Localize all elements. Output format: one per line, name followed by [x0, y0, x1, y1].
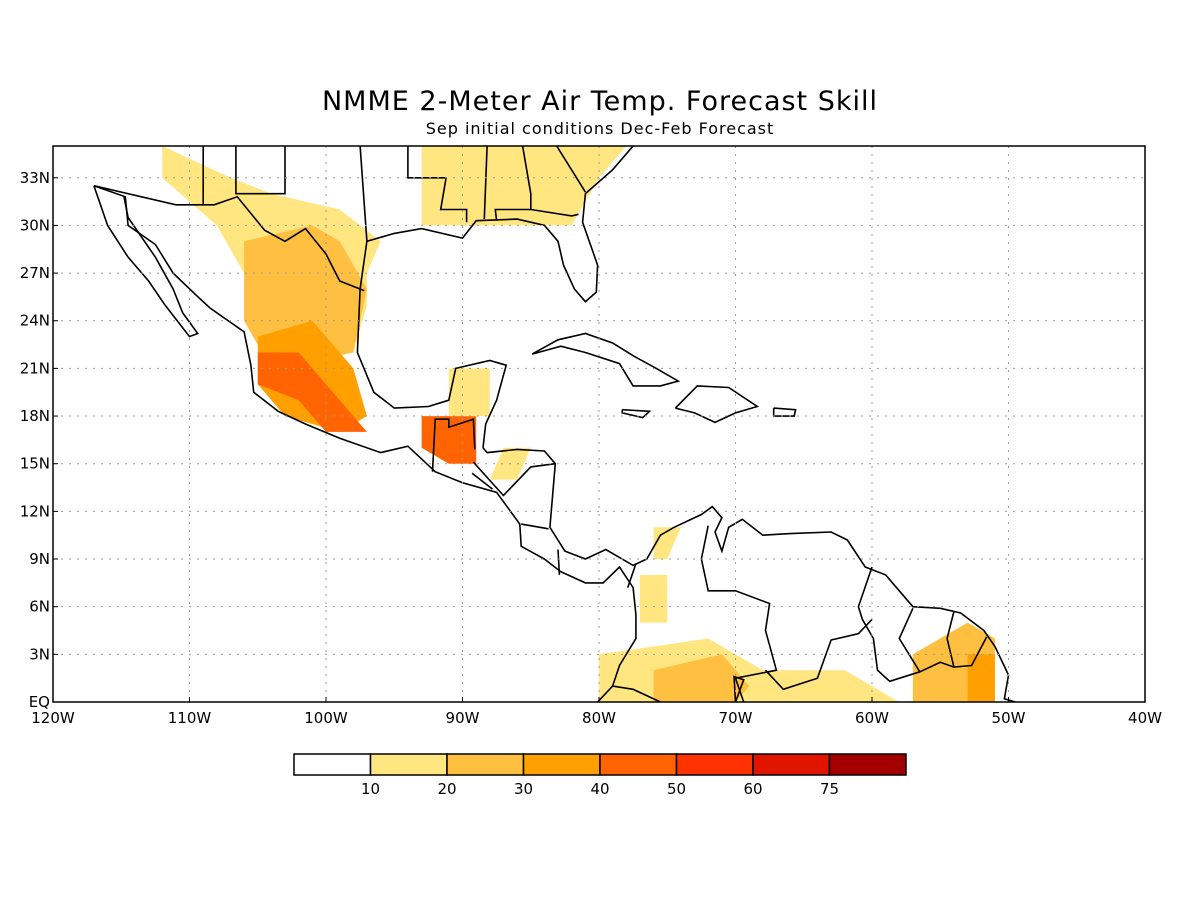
coastline-venezuela-guyana: [857, 566, 921, 683]
coastline-suriname-fg: [946, 611, 955, 668]
lon-tick-label: 90W: [446, 709, 480, 727]
coastline-us-states-4: [483, 146, 488, 220]
lat-tick-label: 9N: [29, 550, 50, 568]
color-legend: 10 20 30 40 50 60 75: [293, 753, 907, 798]
lat-tick-label: 24N: [20, 312, 50, 330]
coastline-us-states-6: [530, 208, 579, 217]
legend-swatch: [369, 753, 448, 776]
lat-tick-label: 30N: [20, 216, 50, 234]
map-subtitle: Sep initial conditions Dec-Feb Forecast: [425, 119, 775, 138]
coastline-guyana-suriname: [898, 607, 988, 673]
lon-tick-label: 50W: [992, 709, 1026, 727]
coastline-caribbean-central: [482, 447, 1016, 702]
coastline-central-america-3: [472, 461, 556, 497]
coastlines: [93, 146, 1016, 702]
coastline-central-america-2: [471, 472, 493, 490]
legend-swatch: [446, 753, 525, 776]
legend-swatch: [599, 753, 678, 776]
lat-tick-label: EQ: [29, 693, 50, 711]
latitude-labels: 33N 30N 27N 24N 21N 18N 15N 12N 9N 6N 3N EQ: [20, 169, 58, 711]
lat-tick-label: 33N: [20, 169, 50, 187]
coastline-amazon-border: [733, 675, 745, 702]
skill-region-southern-mexico: [257, 352, 367, 432]
lat-tick-label: 18N: [20, 407, 50, 425]
lat-tick-label: 27N: [20, 264, 50, 282]
coastline-mexico-gulf: [356, 241, 508, 448]
lon-tick-label: 120W: [31, 709, 75, 727]
lon-tick-label: 70W: [719, 709, 753, 727]
lat-tick-label: 21N: [20, 359, 50, 377]
gridlines: [53, 146, 1145, 702]
lon-tick-label: 100W: [304, 709, 348, 727]
lat-tick-label: 12N: [20, 502, 50, 520]
legend-label: 10: [361, 780, 380, 798]
skill-region-amapa: [967, 654, 995, 702]
map-title: NMME 2-Meter Air Temp. Forecast Skill: [321, 86, 879, 117]
coastline-gulf-coast: [359, 146, 634, 303]
legend-label: 40: [590, 780, 609, 798]
lon-tick-label: 110W: [168, 709, 212, 727]
coastline-colombia-ecuador: [612, 685, 661, 702]
lat-tick-label: 6N: [29, 598, 50, 616]
lon-tick-label: 60W: [855, 709, 889, 727]
coastline-baja: [93, 185, 199, 338]
coastline-panama-colombia: [626, 563, 637, 588]
legend-swatch: [293, 753, 372, 776]
lat-tick-label: 15N: [20, 455, 50, 473]
legend-label: 75: [820, 780, 839, 798]
skill-region-colombia-west: [639, 574, 668, 623]
coastline-colombia-venezuela: [700, 525, 778, 702]
coastline-jamaica: [621, 408, 652, 419]
coastline-us-states-7: [556, 146, 587, 193]
longitude-labels: 120W 110W 100W 90W 80W 70W 60W 50W 40W: [31, 697, 1162, 727]
coastline-central-america-1: [431, 418, 476, 472]
coastline-us-states-1: [235, 146, 286, 195]
coastline-cuba: [531, 332, 681, 387]
lat-tick-label: 3N: [29, 645, 50, 663]
coastline-us-border: [93, 184, 365, 292]
coastline-pacific-coast: [93, 184, 637, 702]
skill-shading: [162, 146, 995, 702]
coastline-puerto-rico: [772, 407, 797, 417]
coastline-brazil-venezuela: [764, 618, 873, 691]
coastline-hispaniola: [674, 385, 760, 424]
lon-tick-label: 40W: [1128, 709, 1162, 727]
legend-swatch: [752, 753, 831, 776]
skill-region-yucatan: [448, 368, 490, 417]
coastline-central-america-4: [521, 523, 549, 530]
coastline-central-america-5: [557, 549, 561, 575]
skill-region-southeast-us: [421, 146, 627, 226]
coastline-peru-colombia: [667, 701, 669, 702]
lon-tick-label: 80W: [582, 709, 616, 727]
legend-swatch: [522, 753, 601, 776]
coastline-us-states-3: [407, 146, 468, 223]
legend-label: 30: [514, 780, 533, 798]
skill-region-amazon-central: [653, 654, 750, 702]
legend-label: 50: [667, 780, 686, 798]
legend-label: 60: [743, 780, 762, 798]
legend-swatch: [828, 753, 907, 776]
legend-swatch: [675, 753, 754, 776]
legend-label: 20: [437, 780, 456, 798]
